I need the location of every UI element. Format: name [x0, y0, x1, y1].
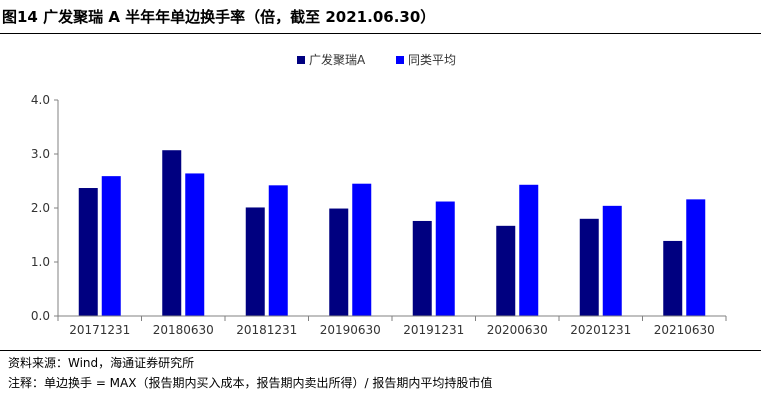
legend-label-1: 广发聚瑞A: [309, 52, 366, 67]
bar-peer-avg-20181231: [268, 185, 288, 316]
bar-fund-20181231: [245, 207, 265, 316]
bar-fund-20201231: [579, 218, 599, 316]
x-tick-label: 20200630: [487, 323, 548, 337]
bars: [78, 150, 706, 316]
footnote: 注释：单边换手 = MAX（报告期内买入成本，报告期内卖出所得）/ 报告期内平均…: [8, 376, 493, 390]
bar-fund-20180630: [162, 150, 182, 316]
bar-peer-avg-20190630: [352, 183, 372, 316]
bar-fund-20171231: [78, 188, 98, 316]
bar-fund-20190630: [329, 208, 349, 316]
footer-rule: [0, 350, 761, 351]
bar-chart: 广发聚瑞A 同类平均 0.0 1.0 2.0 3.0 4.0 20171231 201806…: [31, 52, 727, 337]
bar-fund-20200630: [496, 225, 516, 316]
x-tick-label: 20191231: [403, 323, 464, 337]
x-tick-label: 20190630: [320, 323, 381, 337]
figure-title: 图14 广发聚瑞 A 半年年单边换手率（倍，截至 2021.06.30）: [2, 8, 436, 26]
legend-swatch-1: [297, 56, 305, 64]
legend: 广发聚瑞A 同类平均: [297, 52, 456, 67]
bar-peer-avg-20180630: [185, 173, 205, 316]
legend-label-2: 同类平均: [408, 53, 456, 67]
x-tick-label: 20180630: [153, 323, 214, 337]
x-tick-label: 20171231: [69, 323, 130, 337]
title-rule: [0, 33, 761, 34]
y-tick-label: 3.0: [31, 147, 50, 161]
source-note: 资料来源：Wind，海通证券研究所: [8, 356, 195, 370]
bar-peer-avg-20191231: [435, 201, 455, 316]
bar-peer-avg-20201231: [602, 205, 622, 316]
x-tick-label: 20181231: [236, 323, 297, 337]
y-tick-label: 0.0: [31, 309, 50, 323]
x-tick-label: 20210630: [654, 323, 715, 337]
bar-fund-20191231: [412, 220, 432, 316]
bar-peer-avg-20210630: [686, 199, 706, 316]
x-tick-label: 20201231: [570, 323, 631, 337]
bar-peer-avg-20200630: [519, 184, 539, 316]
y-tick-label: 1.0: [31, 255, 50, 269]
bar-fund-20210630: [663, 240, 683, 316]
legend-swatch-2: [396, 56, 404, 64]
y-axis: 0.0 1.0 2.0 3.0 4.0: [31, 93, 59, 323]
bar-peer-avg-20171231: [101, 176, 121, 316]
y-tick-label: 4.0: [31, 93, 50, 107]
x-axis: 20171231 20180630 20181231 20190630 20191231…: [57, 315, 727, 337]
y-tick-label: 2.0: [31, 201, 50, 215]
